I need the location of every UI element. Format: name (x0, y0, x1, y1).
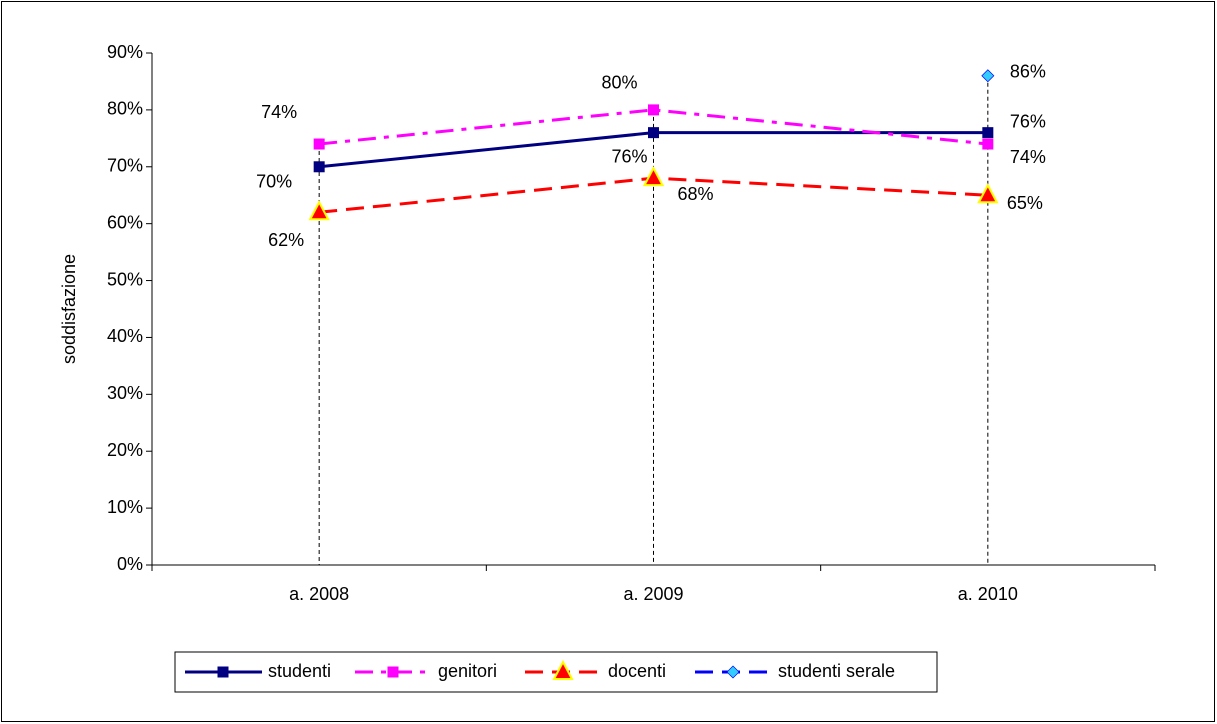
y-tick-label: 80% (107, 99, 143, 119)
legend-marker (552, 659, 574, 680)
x-tick-label: a. 2008 (289, 584, 349, 604)
y-tick-label: 60% (107, 212, 143, 232)
data-label: 62% (268, 230, 304, 250)
data-label: 76% (611, 146, 647, 166)
data-label: 80% (601, 73, 637, 93)
x-tick-label: a. 2009 (623, 584, 683, 604)
data-point (982, 138, 994, 150)
legend-label: docenti (608, 661, 666, 681)
x-tick-label: a. 2010 (958, 584, 1018, 604)
data-label: 68% (677, 184, 713, 204)
y-tick-label: 40% (107, 326, 143, 346)
y-axis-label: soddisfazione (59, 254, 79, 364)
data-label: 76% (1010, 111, 1046, 131)
legend-label: studenti serale (778, 661, 895, 681)
legend-marker (387, 666, 399, 678)
data-point (981, 69, 995, 83)
y-tick-label: 30% (107, 383, 143, 403)
y-tick-label: 0% (117, 554, 143, 574)
data-point (308, 200, 330, 221)
data-label: 65% (1007, 193, 1043, 213)
y-tick-label: 10% (107, 497, 143, 517)
y-tick-label: 90% (107, 42, 143, 62)
data-point (642, 166, 665, 187)
data-point (313, 138, 325, 150)
legend-marker (217, 666, 229, 678)
data-point (982, 127, 994, 139)
data-point (648, 104, 659, 116)
data-point (977, 183, 999, 204)
legend-label: studenti (268, 661, 331, 681)
data-point (648, 127, 659, 139)
data-label: 74% (1010, 147, 1046, 167)
data-label: 74% (261, 102, 297, 122)
series-line (319, 108, 988, 146)
legend-marker (726, 665, 740, 679)
data-point (313, 161, 325, 173)
data-label: 86% (1010, 62, 1046, 82)
y-tick-label: 50% (107, 269, 143, 289)
y-tick-label: 20% (107, 440, 143, 460)
data-label: 70% (256, 172, 292, 192)
legend-label: genitori (438, 661, 497, 681)
y-tick-label: 70% (107, 156, 143, 176)
